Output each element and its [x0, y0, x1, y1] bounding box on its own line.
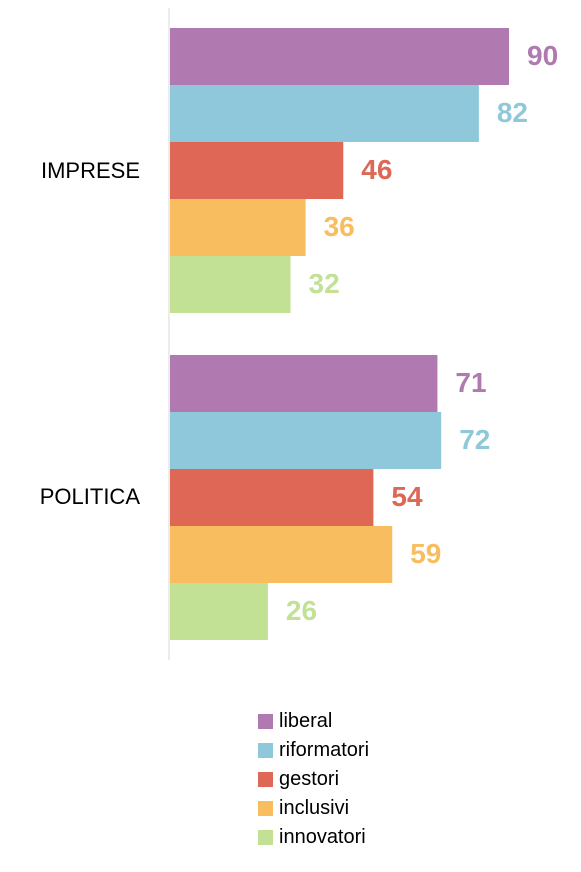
value-label-politica-gestori: 54: [391, 481, 423, 512]
legend-item-innovatori: innovatori: [258, 823, 558, 852]
bar-politica-gestori: [170, 469, 374, 526]
legend-swatch-liberal: [258, 714, 273, 729]
value-label-politica-innovatori: 26: [286, 595, 317, 626]
bars-group: [170, 28, 509, 640]
value-label-imprese-inclusivi: 36: [324, 211, 355, 242]
category-labels-group: IMPRESE POLITICA: [40, 158, 141, 509]
value-label-imprese-gestori: 46: [361, 154, 392, 185]
bar-imprese-liberal: [170, 28, 509, 85]
legend-label-gestori: gestori: [279, 768, 340, 790]
legend-swatch-riformatori: [258, 743, 273, 758]
legend-swatch-gestori: [258, 772, 273, 787]
bar-politica-inclusivi: [170, 526, 393, 583]
bar-imprese-riformatori: [170, 85, 479, 142]
bar-politica-liberal: [170, 355, 438, 412]
legend: liberal riformatori gestori inclusivi innova…: [258, 707, 558, 852]
legend-item-riformatori: riformatori: [258, 736, 558, 765]
bar-imprese-gestori: [170, 142, 344, 199]
legend-label-inclusivi: inclusivi: [279, 797, 350, 819]
bar-politica-riformatori: [170, 412, 442, 469]
legend-label-innovatori: innovatori: [279, 826, 366, 848]
value-label-politica-riformatori: 72: [459, 424, 490, 455]
bar-imprese-innovatori: [170, 256, 291, 313]
category-label-politica: POLITICA: [40, 484, 141, 509]
legend-label-liberal: liberal: [279, 710, 333, 732]
legend-label-riformatori: riformatori: [279, 739, 370, 761]
bar-imprese-inclusivi: [170, 199, 306, 256]
legend-swatch-innovatori: [258, 830, 273, 845]
value-label-imprese-liberal: 90: [527, 40, 558, 71]
value-label-politica-inclusivi: 59: [410, 538, 441, 569]
value-label-politica-liberal: 71: [455, 367, 486, 398]
value-label-imprese-riformatori: 82: [497, 97, 528, 128]
legend-item-inclusivi: inclusivi: [258, 794, 558, 823]
legend-item-liberal: liberal: [258, 707, 558, 736]
legend-swatch-inclusivi: [258, 801, 273, 816]
legend-item-gestori: gestori: [258, 765, 558, 794]
bar-politica-innovatori: [170, 583, 268, 640]
category-label-imprese: IMPRESE: [41, 158, 140, 183]
value-label-imprese-innovatori: 32: [309, 268, 340, 299]
